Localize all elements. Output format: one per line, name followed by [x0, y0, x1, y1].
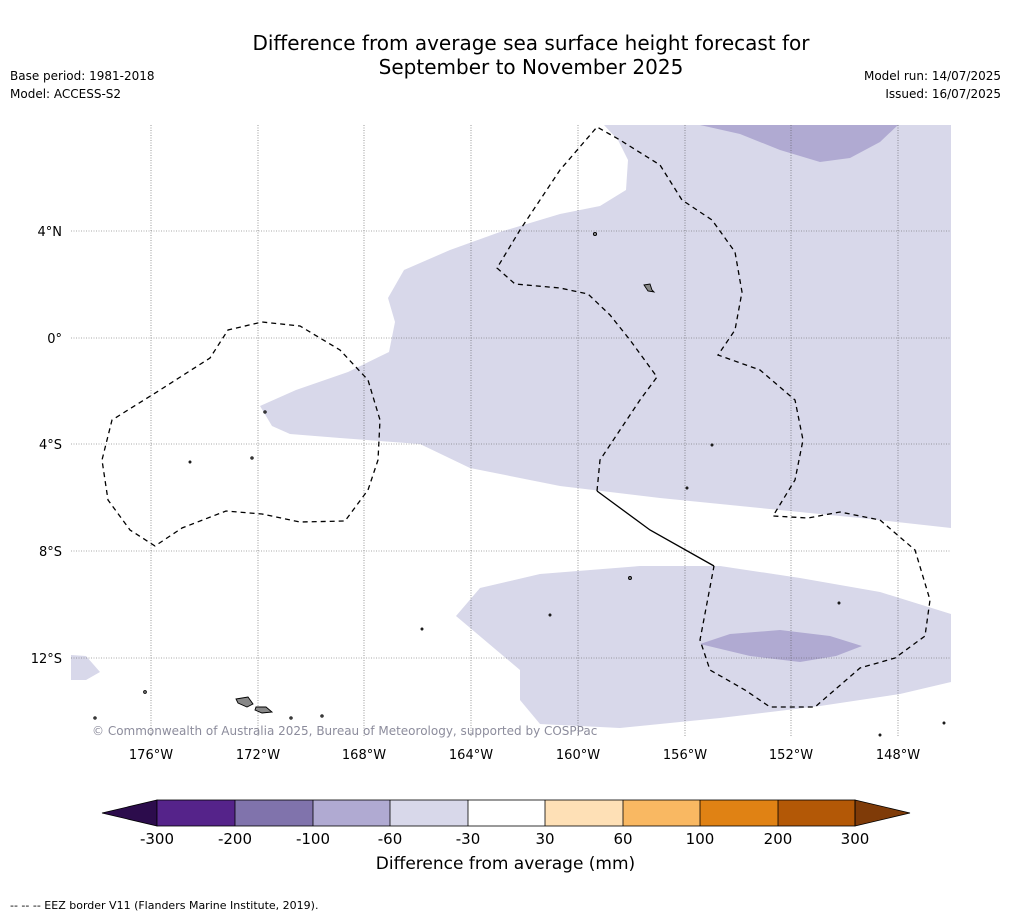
lon-label-152w: 152°W [769, 748, 813, 763]
lon-label-164w: 164°W [449, 748, 493, 763]
islands [93, 231, 946, 737]
model-text: Model: ACCESS-S2 [10, 87, 122, 101]
island-dot [320, 714, 324, 718]
colorbar-bin [390, 800, 468, 826]
lon-label-160w: 160°W [556, 748, 600, 763]
island-upolu [254, 706, 274, 714]
colorbar-tick-label: -100 [296, 830, 330, 848]
lat-label-4n: 4°N [38, 225, 63, 240]
eez-border-central [496, 126, 931, 708]
island-dot [420, 627, 424, 631]
colorbar-bin [313, 800, 390, 826]
colorbar-tick-label: 300 [841, 830, 870, 848]
colorbar-dividers [234, 800, 779, 826]
island-savaii [235, 696, 254, 708]
island-dot [685, 486, 689, 490]
colorbar-ticks: -300 -200 -100 -60 -30 30 60 100 200 300 [140, 830, 869, 848]
colorbar-bin [235, 800, 313, 826]
copyright-notice: © Commonwealth of Australia 2025, Bureau… [92, 724, 598, 738]
colorbar-bin [157, 800, 235, 826]
colorbar-bin [468, 800, 545, 826]
gridlines [71, 125, 951, 737]
lon-label-172w: 172°W [236, 748, 280, 763]
lon-label-176w: 176°W [129, 748, 173, 763]
colorbar-tick-label: -60 [378, 830, 403, 848]
island-kiritimati [643, 283, 656, 293]
eez-border-west [101, 321, 381, 547]
colorbar-tick-label: 60 [613, 830, 632, 848]
island-dot [143, 690, 147, 694]
anomaly-region-west-edge [71, 655, 100, 680]
lat-label-0: 0° [47, 332, 62, 347]
eez-footnote: -- -- -- EEZ border V11 (Flanders Marine… [10, 899, 319, 912]
colorbar-bin [700, 800, 778, 826]
title-line-1: Difference from average sea surface heig… [252, 31, 810, 55]
issued-text: Issued: 16/07/2025 [885, 87, 1001, 101]
anomaly-region-south-strong [700, 630, 862, 662]
colorbar-tick-label: -30 [456, 830, 481, 848]
island-dot [188, 460, 192, 464]
island-dot [837, 601, 841, 605]
island-dot [250, 456, 254, 460]
colorbar-tick-label: 30 [535, 830, 554, 848]
base-period-text: Base period: 1981-2018 [10, 69, 155, 83]
island-dot [878, 733, 882, 737]
eez-borders [101, 126, 931, 708]
colorbar-frame [156, 799, 856, 827]
island-dot [628, 576, 632, 580]
colorbar-bin [623, 800, 700, 826]
island-dot [942, 721, 946, 725]
map-area [71, 125, 951, 737]
island-dot [93, 716, 97, 720]
colorbar-label: Difference from average (mm) [375, 854, 636, 874]
colorbar-tick-label: -300 [140, 830, 174, 848]
lon-label-156w: 156°W [663, 748, 707, 763]
anomaly-region-north-strong [700, 125, 898, 162]
island-dot [710, 443, 714, 447]
anomaly-region-north [260, 125, 951, 528]
colorbar-bin [545, 800, 623, 826]
lat-label-8s: 8°S [39, 545, 62, 560]
lat-label-4s: 4°S [39, 438, 62, 453]
colorbar-extend-high [854, 799, 911, 827]
island-dot [592, 231, 598, 237]
colorbar: -300 -200 -100 -60 -30 30 60 100 200 300 [101, 799, 911, 848]
longitude-labels: 176°W 172°W 168°W 164°W 160°W 156°W 152°… [129, 748, 920, 763]
lat-label-12s: 12°S [31, 652, 62, 667]
island-dot [263, 410, 267, 414]
meta-left: Base period: 1981-2018 Model: ACCESS-S2 [10, 67, 155, 103]
lon-label-168w: 168°W [342, 748, 386, 763]
lon-label-148w: 148°W [876, 748, 920, 763]
colorbar-tick-label: -200 [218, 830, 252, 848]
colorbar-bin [778, 800, 855, 826]
anomaly-region-south [456, 566, 951, 728]
colorbar-extend-low [101, 799, 158, 827]
model-run-text: Model run: 14/07/2025 [863, 69, 1001, 83]
map-title: Difference from average sea surface heig… [200, 31, 862, 79]
meta-right: Model run: 14/07/2025 Issued: 16/07/2025 [864, 67, 1001, 103]
colorbar-tick-label: 200 [764, 830, 793, 848]
island-dot [548, 613, 552, 617]
colorbar-tick-label: 100 [686, 830, 715, 848]
eez-border-solid-segment [596, 490, 715, 567]
island-dot [289, 716, 293, 720]
title-line-2: September to November 2025 [378, 55, 684, 79]
latitude-labels: 4°N 0° 4°S 8°S 12°S [31, 225, 62, 667]
